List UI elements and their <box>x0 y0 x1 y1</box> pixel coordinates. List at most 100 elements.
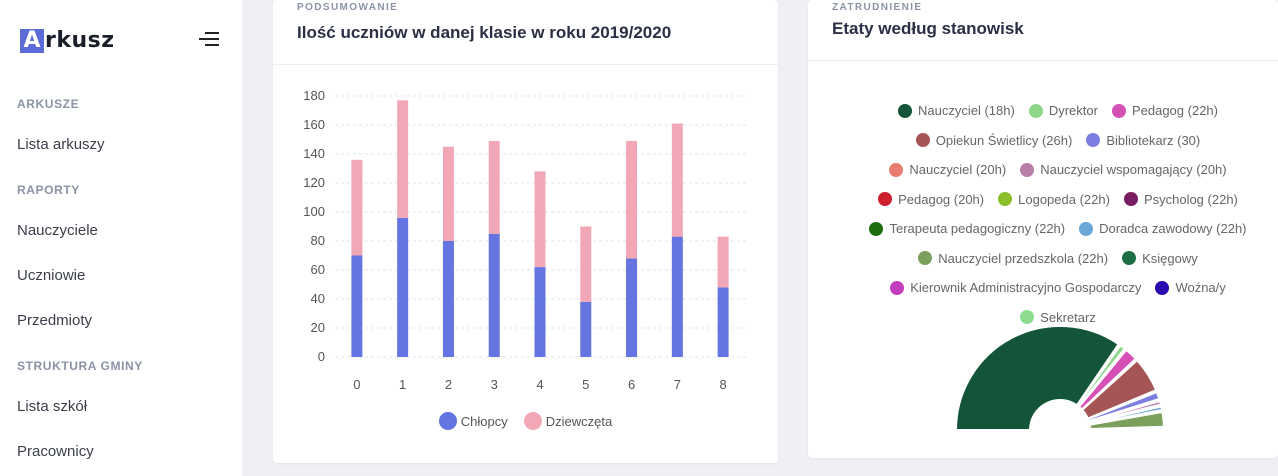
x-tick-label: 6 <box>628 377 635 392</box>
legend-dot <box>878 192 893 207</box>
nav-item-lista-szkol[interactable]: Lista szkół <box>17 398 88 415</box>
legend-item[interactable]: Nauczyciel (20h) <box>889 162 1006 177</box>
y-tick-label: 120 <box>303 175 325 190</box>
legend-dot <box>998 192 1013 207</box>
legend-dot <box>1020 310 1035 325</box>
legend-item-chlopcy[interactable]: Chłopcy <box>438 412 508 430</box>
menu-toggle-icon[interactable] <box>199 32 219 48</box>
y-tick-label: 160 <box>303 117 325 132</box>
legend-row: Nauczyciel (18h) Dyrektor Pedagog (22h) <box>848 96 1268 126</box>
legend-label: Dyrektor <box>1048 103 1098 119</box>
legend-dot <box>898 103 913 118</box>
legend-dot <box>1111 103 1126 118</box>
legend-item[interactable]: Nauczyciel przedszkola (22h) <box>918 251 1108 266</box>
x-tick-label: 7 <box>674 377 681 392</box>
bar-segment[interactable] <box>488 140 500 234</box>
bar-chart-legend: Chłopcy Dziewczęta <box>273 412 778 430</box>
y-tick-label: 100 <box>303 204 325 219</box>
bar-segment[interactable] <box>442 241 454 357</box>
legend-item-dziewczeta[interactable]: Dziewczęta <box>523 412 613 430</box>
nav-item-nauczyciele[interactable]: Nauczyciele <box>17 222 98 239</box>
legend-item[interactable]: Pedagog (22h) <box>1111 103 1218 118</box>
legend-dot <box>918 251 933 266</box>
legend-item[interactable]: Nauczyciel (18h) <box>898 103 1015 118</box>
pie-slice[interactable] <box>1080 358 1158 420</box>
legend-label: Nauczyciel (20h) <box>909 162 1007 178</box>
legend-item[interactable]: Opiekun Świetlicy (26h) <box>915 133 1072 148</box>
bar-segment[interactable] <box>397 217 409 357</box>
x-tick-label: 3 <box>491 377 498 392</box>
legend-item[interactable]: Bibliotekarz (30) <box>1086 133 1200 148</box>
legend-label: Nauczyciel przedszkola (22h) <box>938 250 1109 266</box>
x-tick-label: 2 <box>445 377 452 392</box>
pie-slice[interactable] <box>954 325 1121 430</box>
y-tick-label: 40 <box>311 291 325 306</box>
legend-label: Pedagog (20h) <box>898 191 985 207</box>
bar-segment[interactable] <box>671 236 683 357</box>
legend-dot <box>1079 221 1094 236</box>
legend-dot <box>890 280 905 295</box>
legend-dot <box>1086 133 1101 148</box>
legend-item[interactable]: Nauczyciel wspomagający (20h) <box>1020 162 1227 177</box>
y-tick-label: 180 <box>303 88 325 103</box>
app-logo[interactable]: A rkusz <box>20 28 115 53</box>
bar-segment[interactable] <box>351 255 363 358</box>
students-bar-chart: 0 20 40 60 80 100 120 140 160 180 0 1 2 3 4 5 6 7 8 <box>303 88 747 392</box>
bar-segment[interactable] <box>717 287 729 357</box>
nav-section-struktura-gminy: STRUKTURA GMINY <box>17 359 143 373</box>
bar-segment[interactable] <box>351 159 363 256</box>
bar-segment[interactable] <box>580 226 592 302</box>
legend-row: Nauczyciel (20h) Nauczyciel wspomagający … <box>848 155 1268 185</box>
pie-slice[interactable] <box>1088 410 1165 430</box>
legend-item[interactable]: Kierownik Administracyjno Gospodarczy <box>890 280 1141 295</box>
nav-item-uczniowie[interactable]: Uczniowie <box>17 267 86 284</box>
x-tick-label: 4 <box>536 377 543 392</box>
legend-row: Opiekun Świetlicy (26h) Bibliotekarz (30) <box>848 126 1268 156</box>
legend-item[interactable]: Pedagog (20h) <box>878 192 984 207</box>
y-tick-label: 20 <box>311 320 325 335</box>
logo-letter: A <box>20 28 44 53</box>
legend-item[interactable]: Doradca zawodowy (22h) <box>1079 221 1247 237</box>
legend-dot <box>1028 103 1043 118</box>
legend-item[interactable]: Logopeda (22h) <box>998 192 1110 207</box>
legend-item[interactable]: Terapeuta pedagogiczny (22h) <box>869 221 1065 236</box>
nav-item-pracownicy[interactable]: Pracownicy <box>17 443 94 460</box>
y-tick-label: 80 <box>311 233 325 248</box>
legend-item[interactable]: Dyrektor <box>1028 103 1098 119</box>
nav-item-przedmioty[interactable]: Przedmioty <box>17 312 93 329</box>
nav-item-lista-arkuszy[interactable]: Lista arkuszy <box>17 136 105 153</box>
legend-dot <box>1155 280 1170 295</box>
bar-segment[interactable] <box>488 233 500 357</box>
legend-label: Dziewczęta <box>545 413 613 429</box>
legend-label: Bibliotekarz (30) <box>1106 132 1201 148</box>
legend-label: Woźna/y <box>1175 280 1226 296</box>
legend-dot <box>889 162 904 177</box>
legend-label: Księgowy <box>1142 250 1198 266</box>
legend-label: Doradca zawodowy (22h) <box>1099 221 1247 237</box>
legend-item[interactable]: Psycholog (22h) <box>1123 192 1238 207</box>
y-tick-label: 0 <box>318 349 325 364</box>
card-title: Etaty według stanowisk <box>832 19 1024 38</box>
bar-segment[interactable] <box>626 258 638 357</box>
students-chart-card: PODSUMOWANIE Ilość uczniów w danej klasi… <box>273 0 778 463</box>
bar-segment[interactable] <box>580 301 592 357</box>
legend-item[interactable]: Księgowy <box>1122 251 1198 266</box>
legend-row: Pedagog (20h) Logopeda (22h) Psycholog (22… <box>848 185 1268 215</box>
bar-segment[interactable] <box>534 267 546 357</box>
bar-segment[interactable] <box>717 236 729 288</box>
bar-segment[interactable] <box>397 100 409 218</box>
legend-row: Kierownik Administracyjno Gospodarczy Woź… <box>848 273 1268 303</box>
nav-section-arkusze: ARKUSZE <box>17 97 80 111</box>
legend-dot <box>869 221 884 236</box>
legend-label: Nauczyciel (18h) <box>918 103 1015 119</box>
bar-segment[interactable] <box>671 123 683 237</box>
bar-segment[interactable] <box>442 146 454 241</box>
card-title: Ilość uczniów w danej klasie w roku 2019… <box>297 23 672 42</box>
bar-segment[interactable] <box>626 140 638 259</box>
legend-dot <box>915 133 930 148</box>
legend-item[interactable]: Woźna/y <box>1155 280 1226 296</box>
legend-item[interactable]: Sekretarz <box>1020 310 1096 325</box>
x-tick-label: 0 <box>353 377 360 392</box>
legend-dot <box>1123 192 1138 207</box>
bar-segment[interactable] <box>534 171 546 268</box>
